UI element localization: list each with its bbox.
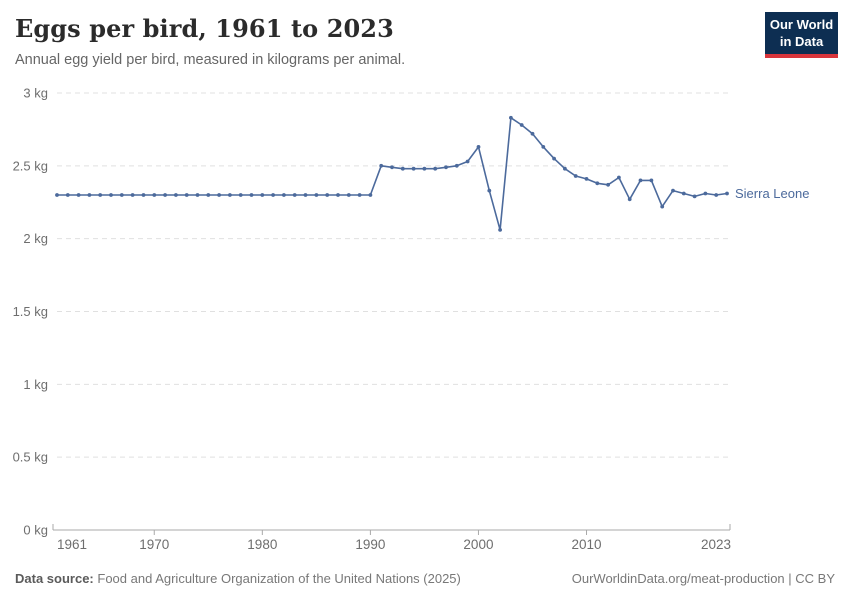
data-point[interactable]: [584, 177, 589, 181]
data-point[interactable]: [638, 178, 643, 183]
data-source-text: Food and Agriculture Organization of the…: [97, 571, 461, 586]
data-point[interactable]: [174, 193, 178, 197]
data-point[interactable]: [573, 174, 578, 178]
chart-footer: Data source: Food and Agriculture Organi…: [15, 571, 835, 586]
data-point[interactable]: [87, 193, 92, 197]
data-point[interactable]: [346, 193, 351, 197]
data-point[interactable]: [260, 193, 265, 197]
data-point[interactable]: [249, 193, 254, 197]
data-point[interactable]: [184, 193, 189, 197]
data-point[interactable]: [390, 165, 394, 170]
data-source-label: Data source:: [15, 571, 94, 586]
data-point[interactable]: [130, 193, 135, 197]
page-subtitle: Annual egg yield per bird, measured in k…: [15, 52, 406, 68]
data-point[interactable]: [444, 165, 448, 170]
data-point[interactable]: [292, 193, 297, 197]
data-point[interactable]: [271, 193, 275, 197]
x-axis-tick-label: 1961: [57, 537, 87, 552]
data-point[interactable]: [163, 193, 168, 197]
data-point[interactable]: [55, 193, 59, 197]
data-point[interactable]: [519, 123, 524, 127]
data-point[interactable]: [217, 193, 222, 197]
data-point[interactable]: [660, 204, 665, 209]
data-point[interactable]: [498, 228, 502, 232]
data-point[interactable]: [109, 193, 113, 197]
x-axis-tick-label: 2000: [463, 537, 493, 552]
data-point[interactable]: [606, 182, 610, 187]
credit-separator: |: [784, 571, 796, 586]
series-line[interactable]: [56, 116, 728, 231]
data-point[interactable]: [671, 188, 675, 193]
owid-logo[interactable]: Our World in Data: [765, 12, 838, 59]
data-point[interactable]: [238, 193, 243, 197]
x-axis-tick-label: 1970: [139, 537, 169, 552]
data-point[interactable]: [368, 193, 373, 197]
data-point[interactable]: [282, 193, 286, 197]
credit-line: OurWorldinData.org/meat-production | CC …: [572, 571, 835, 586]
x-axis-tick-label: 2010: [571, 537, 601, 552]
y-axis-tick-label: 2.5 kg: [13, 158, 48, 173]
data-point[interactable]: [98, 193, 103, 197]
data-point[interactable]: [454, 163, 459, 168]
data-point[interactable]: [433, 166, 438, 171]
x-axis-tick-label: 1990: [355, 537, 385, 552]
owid-logo-line2: in Data: [779, 33, 824, 49]
data-point[interactable]: [195, 193, 200, 197]
data-point[interactable]: [65, 193, 70, 197]
data-point[interactable]: [703, 191, 708, 196]
data-point[interactable]: [119, 193, 124, 197]
data-point[interactable]: [465, 159, 470, 164]
data-point[interactable]: [595, 181, 600, 186]
owid-logo-line1: Our World: [769, 17, 834, 32]
data-point[interactable]: [725, 191, 729, 196]
data-point[interactable]: [552, 156, 556, 161]
data-point[interactable]: [563, 166, 567, 171]
data-point[interactable]: [379, 163, 384, 168]
data-point[interactable]: [692, 194, 697, 199]
chart-area[interactable]: 0 kg 0.5 kg 1 kg 1.5 kg 2 kg 2.5 kg 3 kg 1961 19…: [0, 78, 850, 553]
y-axis-tick-label: 3 kg: [23, 86, 48, 101]
data-source: Data source: Food and Agriculture Organi…: [15, 571, 461, 586]
data-point[interactable]: [681, 191, 686, 196]
data-point[interactable]: [206, 193, 211, 197]
series-entity-label[interactable]: Sierra Leone: [735, 186, 809, 201]
data-point[interactable]: [530, 131, 535, 136]
y-axis-tick-label: 1.5 kg: [13, 304, 48, 319]
data-point[interactable]: [336, 193, 340, 197]
data-point[interactable]: [649, 178, 654, 183]
data-point[interactable]: [617, 175, 621, 180]
x-axis-tick-label: 1980: [247, 537, 277, 552]
data-point[interactable]: [357, 193, 362, 197]
data-point[interactable]: [314, 193, 319, 197]
data-point[interactable]: [228, 193, 232, 197]
data-point[interactable]: [476, 145, 481, 149]
data-point[interactable]: [152, 193, 157, 197]
data-point[interactable]: [627, 197, 632, 202]
data-point[interactable]: [76, 193, 81, 197]
data-point[interactable]: [714, 193, 719, 197]
chart-header: Eggs per bird, 1961 to 2023 Annual egg y…: [15, 14, 730, 68]
data-point[interactable]: [411, 166, 416, 171]
y-axis-tick-label: 0 kg: [23, 523, 48, 538]
y-axis-tick-label: 2 kg: [23, 231, 48, 246]
y-axis-tick-label: 0.5 kg: [13, 450, 48, 465]
data-point[interactable]: [487, 188, 492, 193]
data-point[interactable]: [422, 166, 427, 171]
x-axis-tick-label: 2023: [701, 537, 731, 552]
data-point[interactable]: [141, 193, 146, 197]
credit-url-link[interactable]: OurWorldinData.org/meat-production: [571, 571, 785, 586]
data-point[interactable]: [509, 115, 513, 120]
data-point[interactable]: [541, 145, 546, 149]
data-point[interactable]: [325, 193, 330, 197]
data-point[interactable]: [400, 166, 405, 171]
y-axis-tick-label: 1 kg: [23, 377, 48, 392]
page-title: Eggs per bird, 1961 to 2023: [15, 14, 394, 43]
credit-license-link[interactable]: CC BY: [795, 571, 835, 586]
line-chart-svg[interactable]: 0 kg 0.5 kg 1 kg 1.5 kg 2 kg 2.5 kg 3 kg 1961 19…: [0, 78, 850, 553]
data-point[interactable]: [303, 193, 308, 197]
